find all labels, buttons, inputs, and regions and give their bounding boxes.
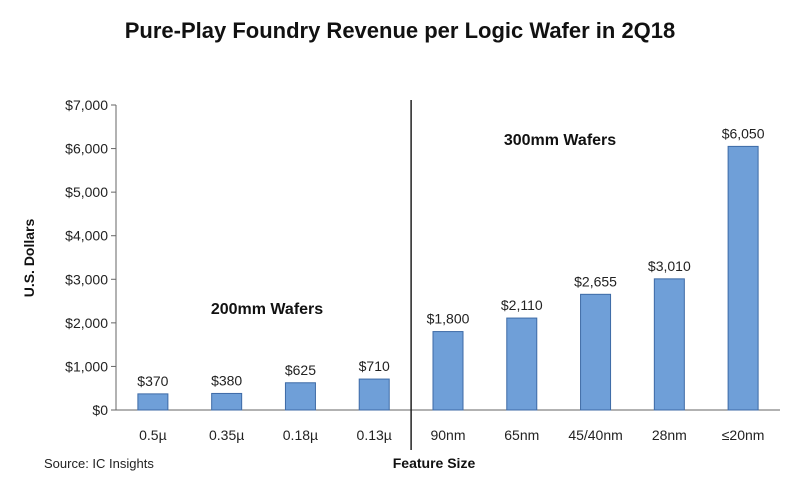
bar-data-label: $3,010 bbox=[648, 258, 691, 274]
x-tick-label: 90nm bbox=[430, 427, 465, 443]
bar bbox=[137, 393, 169, 411]
bar bbox=[432, 331, 464, 411]
x-tick-label: 0.18µ bbox=[283, 427, 318, 443]
bar-data-label: $380 bbox=[211, 372, 242, 388]
y-tick-label: $2,000 bbox=[65, 315, 108, 331]
bar-data-label: $1,800 bbox=[427, 311, 470, 327]
bar bbox=[506, 317, 538, 411]
bar bbox=[358, 378, 390, 411]
bar bbox=[580, 293, 612, 411]
y-tick-label: $1,000 bbox=[65, 358, 108, 374]
x-tick-label: 28nm bbox=[652, 427, 687, 443]
y-axis-title: U.S. Dollars bbox=[21, 219, 37, 298]
y-tick-label: $6,000 bbox=[65, 141, 108, 157]
bar-data-label: $2,110 bbox=[501, 297, 543, 313]
x-tick-label: ≤20nm bbox=[722, 427, 765, 443]
bar-data-label: $710 bbox=[359, 358, 390, 374]
bar-data-label: $370 bbox=[137, 373, 168, 389]
bar bbox=[211, 392, 243, 411]
x-tick-label: 65nm bbox=[504, 427, 539, 443]
y-tick-label: $5,000 bbox=[65, 184, 108, 200]
y-tick-label: $4,000 bbox=[65, 228, 108, 244]
x-tick-label: 45/40nm bbox=[568, 427, 622, 443]
annotation-200mm: 200mm Wafers bbox=[211, 301, 323, 318]
x-tick-label: 0.35µ bbox=[209, 427, 244, 443]
y-tick-label: $0 bbox=[92, 402, 108, 418]
bar bbox=[727, 145, 759, 411]
source-note: Source: IC Insights bbox=[44, 456, 154, 471]
bar-data-label: $6,050 bbox=[722, 125, 765, 141]
bars: $370 $380 $625 $710 $1,800 $2,110 $2,655 $3,010… bbox=[137, 125, 765, 411]
bar bbox=[653, 278, 685, 411]
x-tick-label: 0.5µ bbox=[139, 427, 167, 443]
bar-data-label: $2,655 bbox=[574, 273, 617, 289]
x-tick-label: 0.13µ bbox=[357, 427, 392, 443]
bar-data-label: $625 bbox=[285, 362, 316, 378]
annotation-300mm: 300mm Wafers bbox=[504, 132, 616, 149]
y-tick-label: $3,000 bbox=[65, 271, 108, 287]
y-tick-label: $7,000 bbox=[65, 97, 108, 113]
chart-title: Pure-Play Foundry Revenue per Logic Wafe… bbox=[125, 18, 676, 43]
bar bbox=[284, 382, 316, 411]
y-axis-ticks: $0 $1,000 $2,000 $3,000 $4,000 $5,000 $6,000 $7… bbox=[65, 97, 116, 418]
x-axis-ticks: 0.5µ 0.35µ 0.18µ 0.13µ 90nm 65nm 45/40nm 28nm ≤2… bbox=[139, 427, 764, 443]
x-axis-title: Feature Size bbox=[393, 455, 476, 471]
